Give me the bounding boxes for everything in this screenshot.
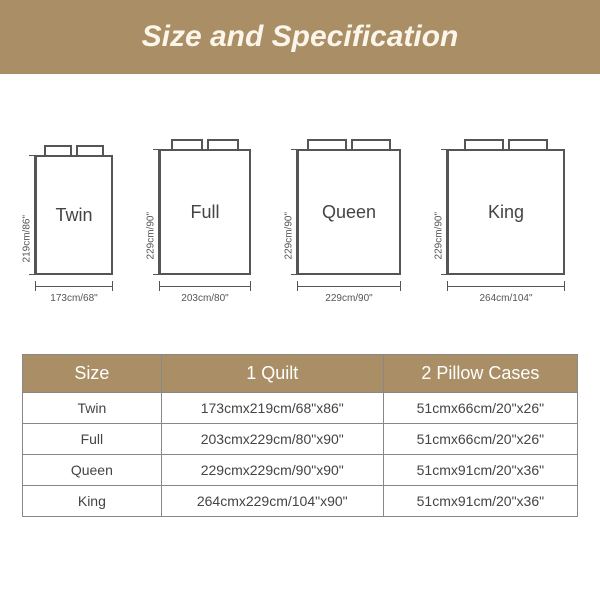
table-cell: 173cmx219cm/68"x86" [161,393,383,424]
height-label: 229cm/90" [146,212,157,259]
height-label: 219cm/86" [22,215,33,262]
pillow-icon [351,139,391,151]
bed-size-label: Full [190,202,219,223]
horizontal-ruler [447,281,565,291]
horizontal-ruler [35,281,113,291]
table-cell: 229cmx229cm/90"x90" [161,455,383,486]
table-cell: 51cmx66cm/20"x26" [383,424,577,455]
pillow-icon [464,139,504,151]
bed-size-label: Twin [55,205,92,226]
horizontal-ruler [159,281,251,291]
width-label: 264cm/104" [479,293,532,304]
bed-rect: Queen [297,149,401,275]
table-cell: 51cmx91cm/20"x36" [383,455,577,486]
bed-rect: Full [159,149,251,275]
pillow-icon [207,139,239,151]
pillow-icon [307,139,347,151]
table-cell: King [23,486,162,517]
table-cell: 51cmx91cm/20"x36" [383,486,577,517]
bed-size-label: King [488,202,524,223]
table-cell: Twin [23,393,162,424]
table-cell: 264cmx229cm/104"x90" [161,486,383,517]
header-title: Size and Specification [142,20,459,54]
col-header-size: Size [23,355,162,393]
diagram-row: 219cm/86" Twin 173cm/68" 229cm/90" Full 203cm… [0,74,600,324]
header-banner: Size and Specification [0,0,600,74]
height-label: 229cm/90" [434,212,445,259]
table-cell: 51cmx66cm/20"x26" [383,393,577,424]
table-row: Queen229cmx229cm/90"x90"51cmx91cm/20"x36… [23,455,578,486]
pillows [171,139,239,151]
pillows [307,139,391,151]
pillows [464,139,548,151]
table-row: King264cmx229cm/104"x90"51cmx91cm/20"x36… [23,486,578,517]
col-header-pillow: 2 Pillow Cases [383,355,577,393]
width-label: 203cm/80" [181,293,228,304]
bed-diagram-queen: 229cm/90"Queen229cm/90" [297,149,401,304]
bed-size-label: Queen [322,202,376,223]
pillow-icon [171,139,203,151]
table-cell: Full [23,424,162,455]
horizontal-ruler [297,281,401,291]
table-cell: 203cmx229cm/80"x90" [161,424,383,455]
spec-table-wrap: Size 1 Quilt 2 Pillow Cases Twin173cmx21… [0,324,600,517]
pillow-icon [76,145,104,157]
bed-rect: Twin [35,155,113,275]
table-row: Full203cmx229cm/80"x90"51cmx66cm/20"x26" [23,424,578,455]
table-row: Twin173cmx219cm/68"x86"51cmx66cm/20"x26" [23,393,578,424]
spec-table: Size 1 Quilt 2 Pillow Cases Twin173cmx21… [22,354,578,517]
width-label: 173cm/68" [50,293,97,304]
bed-diagram-twin: 219cm/86"Twin173cm/68" [35,155,113,304]
bed-rect: King [447,149,565,275]
pillow-icon [508,139,548,151]
spec-table-body: Twin173cmx219cm/68"x86"51cmx66cm/20"x26"… [23,393,578,517]
height-label: 229cm/90" [284,212,295,259]
width-label: 229cm/90" [325,293,372,304]
bed-diagram-king: 229cm/90"King264cm/104" [447,149,565,304]
pillows [44,145,104,157]
bed-diagram-full: 229cm/90"Full203cm/80" [159,149,251,304]
col-header-quilt: 1 Quilt [161,355,383,393]
pillow-icon [44,145,72,157]
table-cell: Queen [23,455,162,486]
